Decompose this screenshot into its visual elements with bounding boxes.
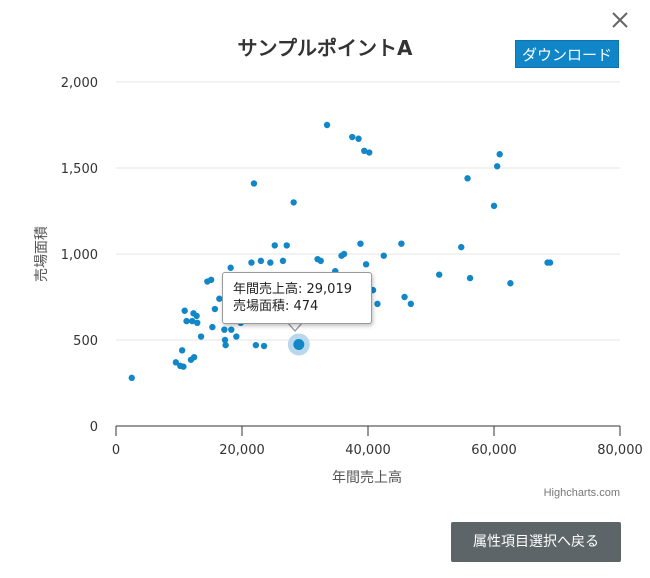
data-point[interactable]: [222, 341, 229, 349]
data-point[interactable]: [181, 307, 188, 314]
close-button[interactable]: [606, 6, 634, 34]
x-tick-label: 0: [112, 443, 120, 458]
y-tick-label: 1,000: [61, 248, 98, 263]
data-point[interactable]: [260, 342, 268, 350]
data-point[interactable]: [211, 305, 219, 313]
credits-link[interactable]: Highcharts.com: [543, 487, 620, 499]
y-tick-label: 1,500: [61, 162, 98, 177]
data-point[interactable]: [279, 257, 287, 265]
grid-lines: [116, 81, 620, 341]
data-point[interactable]: [290, 199, 297, 206]
data-point[interactable]: [172, 359, 180, 366]
data-point[interactable]: [221, 326, 228, 333]
data-point[interactable]: [209, 323, 216, 331]
scatter-chart: 0 500 1,000 1,500 2,000 0 20,000 40,000 60,000 8…: [34, 76, 643, 486]
data-point[interactable]: [435, 271, 443, 278]
data-point[interactable]: [466, 274, 474, 282]
x-tick-label: 60,000: [471, 443, 517, 458]
data-point[interactable]: [180, 363, 187, 370]
data-point[interactable]: [233, 333, 240, 340]
download-button[interactable]: ダウンロード: [515, 40, 619, 68]
data-point[interactable]: [194, 319, 201, 326]
chart-title: サンプルポイントA: [237, 36, 413, 60]
data-point[interactable]: [340, 250, 348, 258]
data-point[interactable]: [183, 317, 190, 325]
x-tick-label: 20,000: [219, 443, 265, 458]
x-tick-label: 80,000: [597, 443, 643, 458]
tooltip-arrow-inner: [288, 322, 302, 330]
x-tick-labels: 0 20,000 40,000 60,000 80,000: [112, 426, 643, 458]
data-point[interactable]: [216, 295, 223, 302]
data-point[interactable]: [257, 257, 265, 265]
data-points: [128, 121, 554, 382]
data-point[interactable]: [355, 135, 362, 142]
close-icon: [612, 12, 628, 28]
data-point[interactable]: [493, 163, 501, 170]
data-point[interactable]: [271, 242, 278, 249]
data-point[interactable]: [128, 374, 135, 382]
data-point[interactable]: [349, 133, 356, 141]
x-tick-label: 40,000: [345, 443, 391, 458]
y-tick-label: 500: [73, 334, 98, 349]
data-point[interactable]: [228, 326, 235, 333]
data-point[interactable]: [190, 354, 198, 361]
data-point[interactable]: [407, 300, 415, 308]
data-point[interactable]: [464, 175, 471, 182]
data-point[interactable]: [283, 242, 290, 249]
data-point[interactable]: [362, 261, 370, 268]
y-axis-title: 売場面積: [34, 226, 50, 282]
data-point[interactable]: [207, 276, 215, 283]
data-point[interactable]: [366, 149, 373, 156]
data-point[interactable]: [458, 243, 465, 251]
data-point[interactable]: [401, 293, 408, 301]
y-tick-label: 0: [90, 420, 98, 435]
y-tick-labels: 0 500 1,000 1,500 2,000: [61, 76, 98, 435]
data-point[interactable]: [398, 240, 405, 247]
data-point[interactable]: [507, 280, 514, 287]
data-point[interactable]: [178, 347, 186, 354]
data-point[interactable]: [252, 341, 260, 349]
highlighted-data-point[interactable]: [293, 338, 305, 350]
data-point[interactable]: [546, 259, 554, 266]
back-to-attribute-selection-button[interactable]: 属性項目選択へ戻る: [451, 522, 621, 562]
data-point[interactable]: [248, 259, 255, 266]
data-point[interactable]: [323, 121, 331, 129]
data-point[interactable]: [250, 180, 258, 187]
data-point[interactable]: [357, 240, 364, 247]
data-point[interactable]: [193, 312, 200, 320]
data-point[interactable]: [380, 252, 387, 259]
tooltip-x-value: 年間売上高: 29,019: [233, 282, 352, 297]
data-point[interactable]: [374, 300, 381, 308]
data-point[interactable]: [361, 147, 368, 154]
chart-svg: 0 500 1,000 1,500 2,000 0 20,000 40,000 60,000 8…: [34, 76, 643, 486]
data-point[interactable]: [221, 336, 229, 344]
data-point[interactable]: [496, 151, 503, 158]
x-axis-title: 年間売上高: [332, 469, 402, 486]
data-point[interactable]: [197, 333, 205, 340]
data-tooltip: 年間売上高: 29,019 売場面積: 474: [222, 272, 372, 324]
tooltip-y-value: 売場面積: 474: [233, 299, 319, 314]
data-point[interactable]: [490, 202, 498, 210]
data-point[interactable]: [317, 257, 324, 265]
data-point[interactable]: [189, 317, 196, 325]
y-tick-label: 2,000: [61, 76, 98, 91]
data-point[interactable]: [267, 259, 274, 266]
data-point[interactable]: [227, 264, 234, 271]
